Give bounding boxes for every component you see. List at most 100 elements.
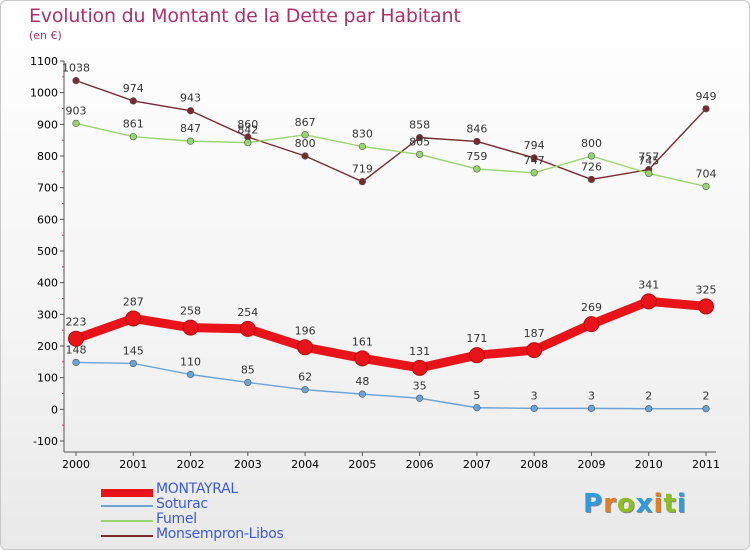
data-label: 747 <box>524 154 545 167</box>
x-tick-label: 2001 <box>119 458 147 471</box>
data-point <box>129 97 137 105</box>
data-label: 903 <box>66 104 87 117</box>
data-point <box>358 390 366 398</box>
data-point <box>468 347 485 364</box>
data-label: 35 <box>413 379 427 392</box>
data-point <box>530 169 538 177</box>
data-label: 847 <box>180 122 201 135</box>
y-tick-label: 600 <box>37 213 58 226</box>
legend-swatch <box>101 520 153 522</box>
logo-letter: t <box>663 489 677 519</box>
data-label: 287 <box>123 295 144 308</box>
data-point <box>530 154 538 162</box>
x-tick-label: 2006 <box>406 458 434 471</box>
data-point <box>301 131 309 139</box>
data-label: 794 <box>524 139 545 152</box>
data-point <box>301 152 309 160</box>
data-label: 726 <box>581 160 602 173</box>
data-point <box>530 404 538 412</box>
data-point <box>358 178 366 186</box>
data-point <box>411 359 428 376</box>
data-label: 858 <box>409 119 430 132</box>
data-point <box>182 319 199 336</box>
data-point <box>587 152 596 160</box>
data-label: 187 <box>524 327 545 340</box>
legend-swatch <box>101 535 153 537</box>
y-tick-label: 500 <box>37 245 58 258</box>
data-point <box>72 119 80 127</box>
data-label: 254 <box>237 306 258 319</box>
y-tick-label: 900 <box>37 118 58 131</box>
data-point <box>354 350 371 367</box>
y-tick-label: 0 <box>51 403 58 416</box>
data-point <box>416 394 424 402</box>
x-tick-label: 2004 <box>291 458 319 471</box>
data-label: 2 <box>645 390 652 403</box>
series-line-fumel <box>75 122 707 188</box>
x-tick-label: 2009 <box>577 458 605 471</box>
data-point <box>129 133 137 141</box>
series-line-monsempron-libos <box>75 79 707 183</box>
data-point <box>68 330 84 347</box>
data-point <box>297 339 314 356</box>
data-point <box>698 298 714 315</box>
data-point <box>473 137 481 146</box>
data-point <box>416 134 424 142</box>
data-label: 800 <box>581 137 602 150</box>
data-label: 800 <box>295 137 316 150</box>
x-tick-label: 2003 <box>234 458 262 471</box>
legend-swatch <box>101 505 153 507</box>
legend-swatch <box>101 489 153 497</box>
y-tick-label: 800 <box>37 150 58 163</box>
x-tick-label: 2005 <box>348 458 376 471</box>
y-tick-label: -100 <box>33 435 58 448</box>
data-label: 341 <box>638 278 659 291</box>
y-tick-label: 700 <box>37 182 58 195</box>
data-label: 62 <box>298 371 312 384</box>
data-label: 1038 <box>62 62 90 75</box>
data-label: 5 <box>473 389 480 402</box>
data-point <box>526 342 543 359</box>
chart-title: Evolution du Montant de la Dette par Hab… <box>29 5 461 27</box>
data-label: 269 <box>581 301 602 314</box>
x-tick-label: 2002 <box>177 458 205 471</box>
data-label: 325 <box>696 283 717 296</box>
data-label: 974 <box>123 82 144 95</box>
data-label: 861 <box>123 118 144 131</box>
data-point <box>125 310 142 327</box>
x-tick-label: 2008 <box>520 458 548 471</box>
data-label: 745 <box>638 154 659 167</box>
data-label: 846 <box>466 122 487 135</box>
data-label: 258 <box>180 305 201 318</box>
logo-letter: i <box>653 489 664 519</box>
data-label: 949 <box>696 90 717 103</box>
data-label: 704 <box>696 167 717 180</box>
data-point <box>702 182 710 190</box>
series-line-montayral <box>71 296 711 373</box>
y-tick-label: 200 <box>37 340 58 353</box>
data-label: 3 <box>531 389 538 402</box>
data-point <box>702 405 710 413</box>
data-label: 161 <box>352 335 373 348</box>
x-tick-label: 2000 <box>62 458 90 471</box>
y-tick-label: 1000 <box>30 87 58 100</box>
data-point <box>244 139 252 147</box>
data-label: 759 <box>466 150 487 163</box>
data-point <box>358 142 366 151</box>
y-tick-label: 400 <box>37 277 58 290</box>
legend-label: MONTAYRAL <box>156 481 238 497</box>
data-label: 2 <box>703 390 710 403</box>
data-label: 719 <box>352 163 373 176</box>
data-label: 85 <box>241 363 255 376</box>
data-point <box>72 358 80 367</box>
logo-letter: x <box>635 489 654 519</box>
y-tick-label: 300 <box>37 308 58 321</box>
data-label: 110 <box>180 356 201 369</box>
data-point <box>583 316 600 333</box>
data-label: 943 <box>180 92 201 105</box>
data-point <box>416 150 424 159</box>
data-label: 223 <box>66 316 87 329</box>
legend-label: Fumel <box>156 511 197 527</box>
